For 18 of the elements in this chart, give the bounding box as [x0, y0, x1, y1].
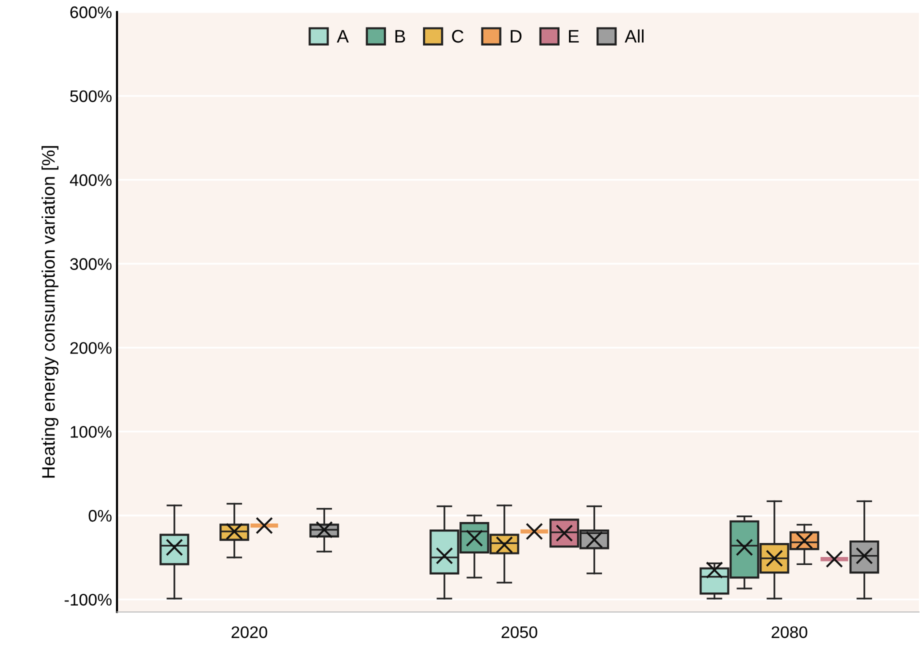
y-tick-label: 500% — [70, 90, 112, 102]
y-tick-label: 300% — [70, 258, 112, 270]
y-tick-label: 400% — [70, 174, 112, 186]
y-tick-label: 200% — [70, 342, 112, 354]
y-tick-label: -100% — [64, 594, 112, 606]
y-tick-label: 600% — [70, 6, 112, 18]
legend-label: B — [395, 30, 406, 43]
x-tick-label: 2050 — [502, 626, 538, 638]
legend-label: All — [624, 29, 644, 43]
legend-label: D — [510, 30, 522, 43]
y-axis-title: Heating energy consumption variation [%] — [42, 146, 58, 478]
y-tick-label: 100% — [70, 426, 112, 438]
legend-label: E — [568, 30, 579, 43]
legend-label: C — [452, 30, 464, 43]
x-tick-label: 2080 — [772, 626, 808, 638]
legend-label: A — [336, 30, 349, 43]
y-tick-label: 0% — [88, 510, 112, 522]
x-tick-label: 2020 — [232, 626, 268, 638]
